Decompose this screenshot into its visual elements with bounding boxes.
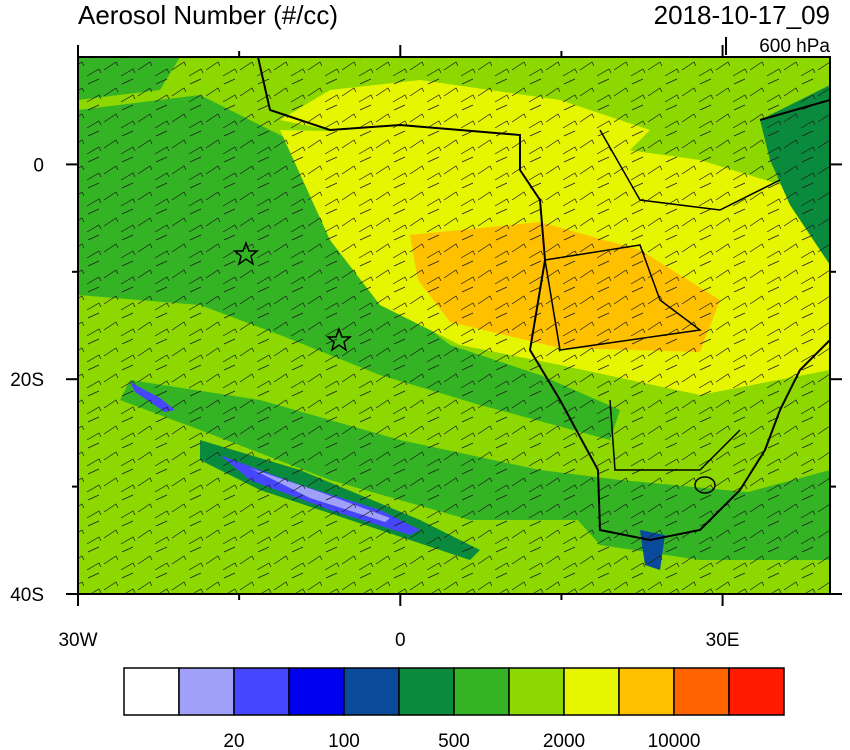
colorbar-label: 500 [438, 731, 470, 750]
title: Aerosol Number (#/cc) [78, 0, 338, 30]
colorbar-box [618, 667, 675, 716]
y-tick-label: 40S [10, 585, 44, 606]
x-tick-label: 30W [58, 630, 97, 651]
colorbar-box [508, 667, 565, 716]
y-tick-label: 0 [33, 155, 44, 176]
colorbar-box [288, 667, 345, 716]
colorbar-box [233, 667, 290, 716]
colorbar-label: 2000 [543, 731, 585, 750]
x-tick-label: 30E [706, 630, 740, 651]
y-tick-label: 20S [10, 370, 44, 391]
colorbar-label: 20 [223, 731, 244, 750]
colorbar-label: 10000 [648, 731, 701, 750]
colorbar-box [673, 667, 730, 716]
colorbar-box [398, 667, 455, 716]
colorbar-box [563, 667, 620, 716]
plot-frame [77, 56, 831, 595]
colorbar-box [178, 667, 235, 716]
colorbar-box [728, 667, 785, 716]
colorbar-box [453, 667, 510, 716]
colorbar-label: 100 [328, 731, 360, 750]
colorbar-box [123, 667, 180, 716]
map-field [78, 57, 830, 594]
date: 2018-10-17_09 [654, 0, 830, 30]
colorbar-box [343, 667, 400, 716]
level: 600 hPa [759, 36, 830, 57]
x-tick-label: 0 [395, 630, 406, 651]
